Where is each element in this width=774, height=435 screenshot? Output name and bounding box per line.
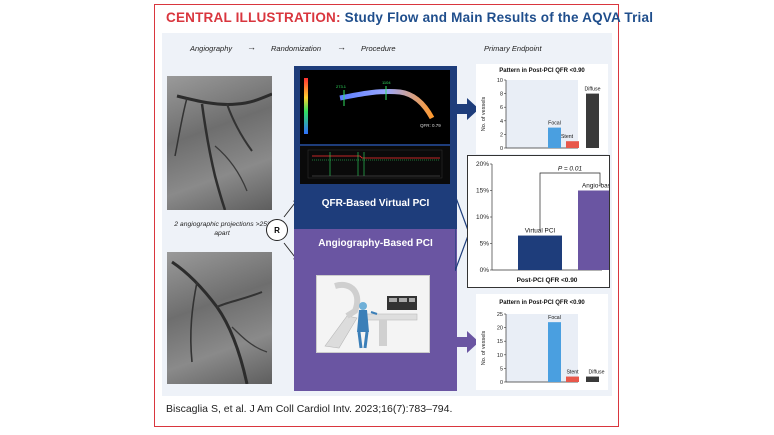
bar-angio-based <box>578 190 609 270</box>
angio-arm-label: Angiography-Based PCI <box>318 238 433 249</box>
title-main: Study Flow and Main Results of the AQVA … <box>344 10 654 25</box>
chart-title: Pattern in Post-PCI QFR <0.90 <box>499 68 585 74</box>
arrow-to-bottom-chart <box>455 331 479 353</box>
chart-top-container: Pattern in Post-PCI QFR <0.90 0 2 4 6 8 10 No. … <box>476 64 608 154</box>
bar-focal <box>548 322 561 382</box>
flow-step-randomization: Randomization <box>271 44 322 53</box>
p-value-annotation: P = 0.01 <box>558 166 583 173</box>
flow-arrow-1: → <box>247 42 256 52</box>
qfr-value-label: QFR: 0.79 <box>420 123 441 128</box>
qfr-marker-1: 273.1 <box>336 84 347 89</box>
y-tick-label: 10 <box>497 78 503 84</box>
y-tick-label: 15 <box>497 339 503 345</box>
citation: Biscaglia S, et al. J Am Coll Cardiol In… <box>166 403 453 415</box>
projections-note: 2 angiographic projections >25° apart <box>174 221 270 237</box>
y-tick-label: 0 <box>500 380 503 386</box>
chart-top: Pattern in Post-PCI QFR <0.90 0 2 4 6 8 10 No. … <box>481 68 601 152</box>
significance-bracket <box>539 172 601 231</box>
x-axis-label: Post-PCI QFR <0.90 <box>517 277 578 284</box>
chart-middle-container: 0% 5% 10% 15% 20% Post-PCI QFR <0.90 Virtual P… <box>467 155 610 288</box>
bar-stent <box>566 376 579 382</box>
chart-middle: 0% 5% 10% 15% 20% Post-PCI QFR <0.90 Virtual P… <box>476 161 609 284</box>
page-title: CENTRAL ILLUSTRATION: Study Flow and Mai… <box>166 10 653 25</box>
bar-diffuse <box>586 376 599 382</box>
y-tick-label: 10% <box>476 214 489 221</box>
chart-title: Pattern in Post-PCI QFR <0.90 <box>499 300 585 306</box>
arrow-to-top-chart <box>455 98 479 120</box>
angiogram-image-top <box>167 76 272 210</box>
y-axis-label: No. of vessels <box>481 330 487 365</box>
bar-diffuse <box>586 93 599 148</box>
bar-label: Stent <box>566 370 579 376</box>
y-tick-label: 5% <box>480 241 490 248</box>
title-prefix: CENTRAL ILLUSTRATION: <box>166 10 341 25</box>
y-tick-label: 8 <box>500 92 503 98</box>
y-tick-label: 4 <box>500 119 503 125</box>
bar-label: Virtual PCI <box>525 228 556 235</box>
bar-virtual-pci <box>518 235 562 270</box>
chart-bottom-container: Pattern in Post-PCI QFR <0.90 0 5 10 15 20 25 N… <box>476 294 608 390</box>
y-tick-label: 2 <box>500 132 503 138</box>
bracket-to-middle-chart <box>455 195 469 271</box>
primary-endpoint-heading: Primary Endpoint <box>484 44 542 53</box>
plot-area <box>506 80 578 148</box>
bar-label: Diffuse <box>584 87 600 93</box>
y-tick-label: 0 <box>500 146 503 152</box>
qfr-marker-2: 1104 <box>382 80 391 85</box>
qfr-arm-label: QFR-Based Virtual PCI <box>321 198 430 209</box>
y-tick-label: 15% <box>476 188 489 195</box>
chart-bottom: Pattern in Post-PCI QFR <0.90 0 5 10 15 20 25 N… <box>481 300 605 386</box>
bar-label: Focal <box>548 315 561 321</box>
qfr-pullback-curve <box>300 146 450 184</box>
angiogram-image-bottom <box>167 252 272 384</box>
bar-label: Focal <box>548 121 561 127</box>
cath-lab-illustration <box>316 275 430 353</box>
randomization-symbol: R <box>266 219 288 241</box>
bar-stent <box>566 141 579 148</box>
y-tick-label: 20% <box>476 161 489 168</box>
bar-label: Angio-based <box>582 183 609 190</box>
y-tick-label: 5 <box>500 366 503 372</box>
bar-focal <box>548 127 561 148</box>
flow-arrow-2: → <box>337 42 346 52</box>
flow-step-procedure: Procedure <box>361 44 396 53</box>
bar-label: Stent <box>561 134 574 140</box>
plot-area <box>506 314 578 382</box>
bar-label: Diffuse <box>588 370 604 376</box>
y-tick-label: 0% <box>480 267 490 274</box>
y-tick-label: 25 <box>497 312 503 318</box>
qfr-software-screen: 273.1 1104 QFR: 0.79 <box>300 70 450 144</box>
y-tick-label: 6 <box>500 105 503 111</box>
y-axis-label: No. of vessels <box>481 96 487 131</box>
y-tick-label: 20 <box>497 326 503 332</box>
y-tick-label: 10 <box>497 353 503 359</box>
flow-step-angiography: Angiography <box>190 44 233 53</box>
